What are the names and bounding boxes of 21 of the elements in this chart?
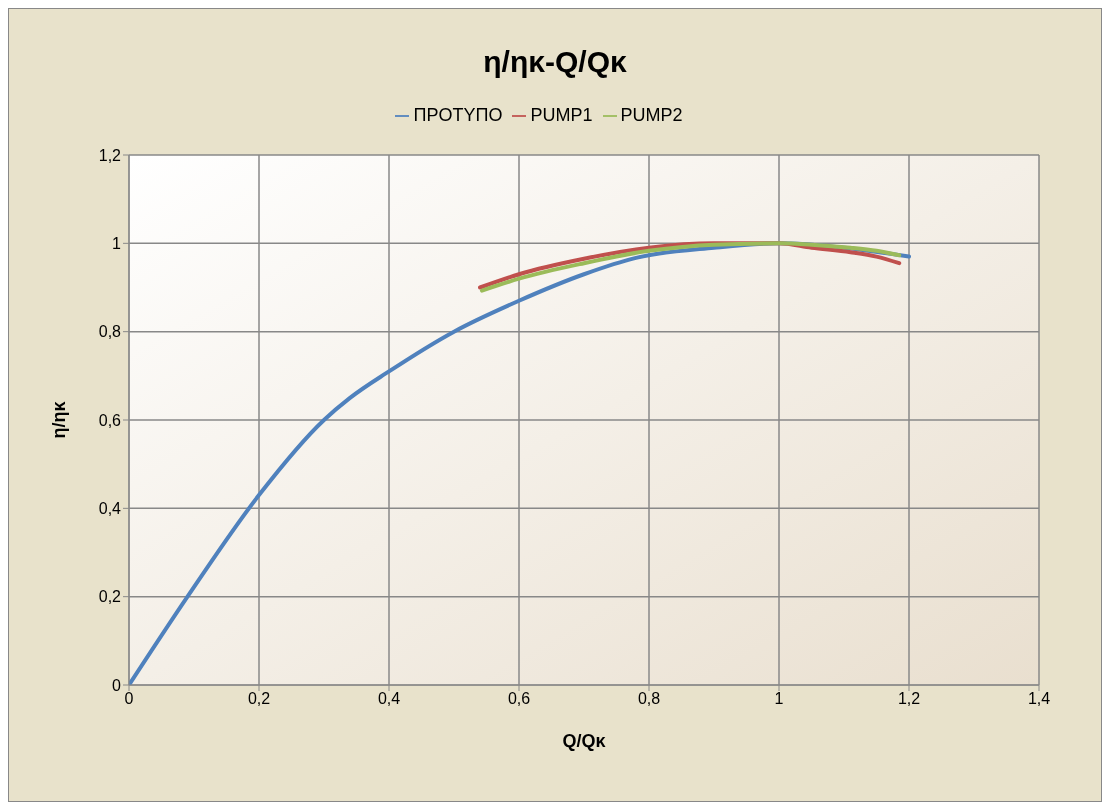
y-tick-label: 1,2 [98, 146, 122, 164]
x-tick-label: 0 [124, 690, 134, 708]
legend-label: PUMP1 [530, 105, 593, 125]
x-tick-label: 0,4 [377, 690, 401, 708]
x-tick-label: 0,2 [247, 690, 271, 708]
x-axis-title: Q/Qκ [562, 731, 607, 751]
x-tick-label: 0,8 [637, 690, 661, 708]
y-tick-label: 0,4 [98, 500, 122, 518]
legend-label: ΠΡΟΤΥΠΟ [413, 105, 503, 125]
legend-label: PUMP2 [620, 105, 683, 125]
y-tick-label: 0,6 [98, 411, 122, 429]
x-tick-label: 1,2 [897, 690, 921, 708]
x-tick-label: 0,6 [507, 690, 531, 708]
x-tick-label: 1 [774, 690, 784, 708]
x-tick-label: 1,4 [1027, 690, 1051, 708]
y-tick-label: 0,8 [98, 323, 122, 341]
chart-title: η/ηκ-Q/Qκ [482, 44, 628, 80]
y-tick-label: 1 [112, 235, 122, 253]
y-tick-label: 0 [112, 676, 122, 694]
y-axis-title: η/ηκ [49, 400, 70, 439]
y-tick-label: 0,2 [98, 588, 122, 606]
